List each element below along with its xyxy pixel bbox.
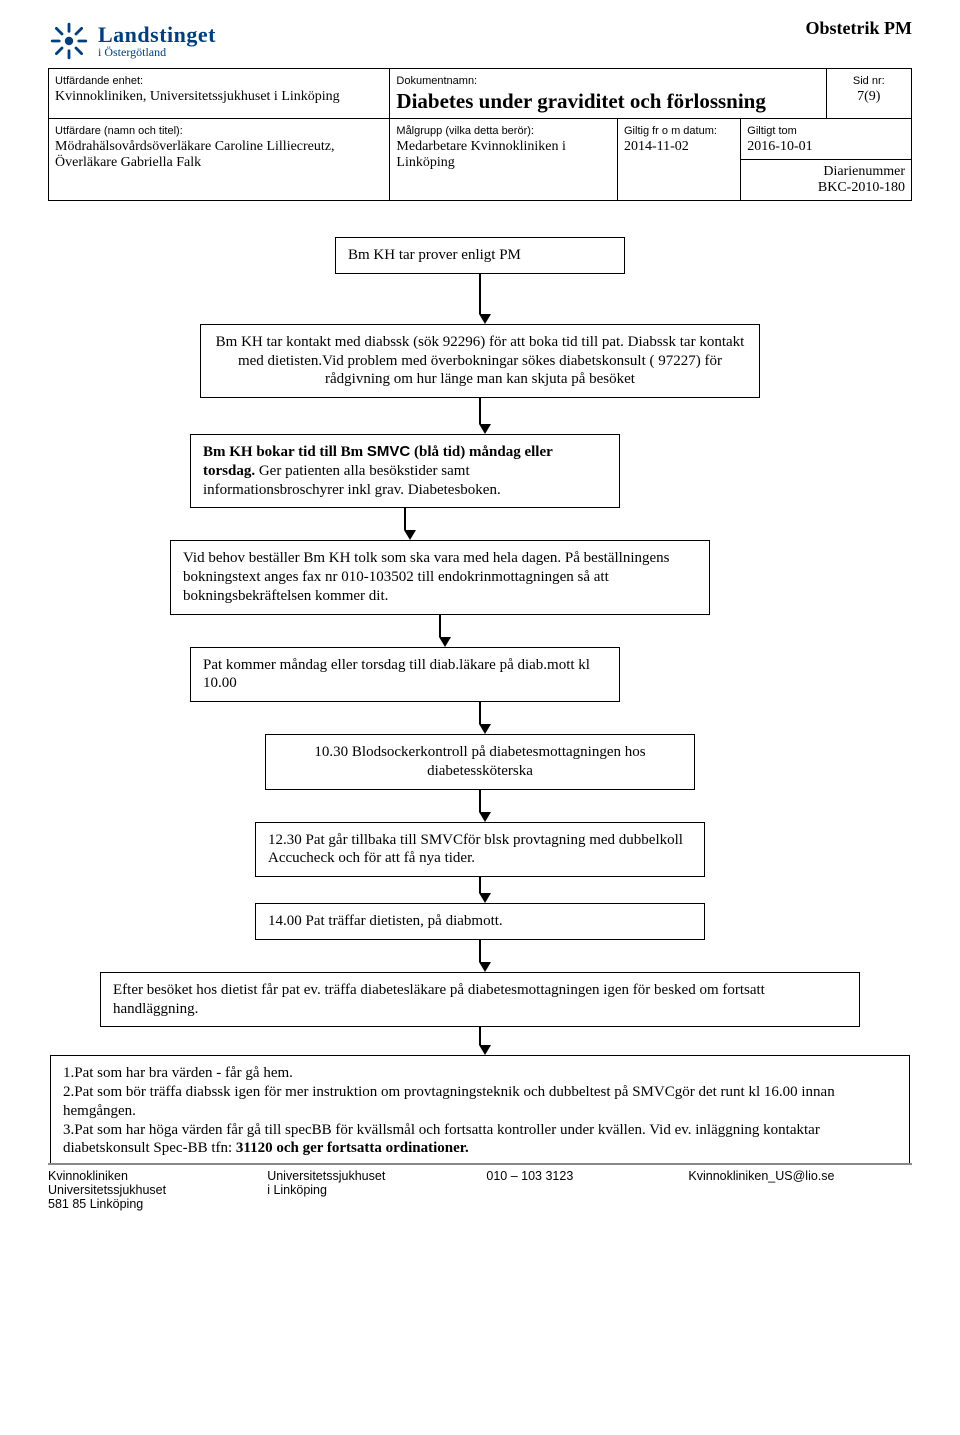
footer-org: Universitetssjukhuset i Linköping xyxy=(267,1169,456,1211)
flow-node-3b: SMVC xyxy=(367,443,410,460)
arrow-icon xyxy=(479,274,481,324)
document-metadata-table: Utfärdande enhet: Kvinnokliniken, Univer… xyxy=(48,68,912,201)
meta-validto: 2016-10-01 xyxy=(747,139,812,154)
flow-node-4: Vid behov beställer Bm KH tolk som ska v… xyxy=(170,540,710,614)
meta-unit: Kvinnokliniken, Universitetssjukhuset i … xyxy=(55,89,340,104)
org-name: Landstinget xyxy=(98,24,216,46)
meta-label-audience: Målgrupp (vilka detta berör): xyxy=(396,125,534,137)
flow-node-5: Pat kommer måndag eller torsdag till dia… xyxy=(190,647,620,703)
meta-doc-title: Diabetes under graviditet och förlossnin… xyxy=(396,89,765,113)
footer-phone: 010 – 103 3123 xyxy=(486,1169,658,1211)
meta-label-page: Sid nr: xyxy=(853,75,885,87)
arrow-icon xyxy=(479,398,481,434)
arrow-icon xyxy=(479,1027,481,1055)
meta-page: 7(9) xyxy=(857,89,880,104)
flow-node-9: Efter besöket hos dietist får pat ev. tr… xyxy=(100,972,860,1028)
flow-node-3a: Bm KH bokar tid till Bm xyxy=(203,444,367,460)
arrow-icon xyxy=(479,877,481,903)
meta-diarie: BKC-2010-180 xyxy=(818,180,905,195)
meta-label-author: Utfärdare (namn och titel): xyxy=(55,125,183,137)
page-corner-label: Obstetrik PM xyxy=(806,18,912,39)
footer-email: Kvinnokliniken_US@lio.se xyxy=(688,1169,912,1211)
flow-node-1: Bm KH tar prover enligt PM xyxy=(335,237,625,274)
arrow-icon xyxy=(479,702,481,734)
flow-node-8: 14.00 Pat träffar dietisten, på diabmott… xyxy=(255,903,705,940)
org-subname: i Östergötland xyxy=(98,46,216,58)
flow-node-10-line2: 2.Pat som bör träffa diabssk igen för me… xyxy=(63,1084,835,1119)
meta-author: Mödrahälsovårdsöverläkare Caroline Lilli… xyxy=(55,139,335,170)
flow-node-7: 12.30 Pat går tillbaka till SMVCför blsk… xyxy=(255,822,705,878)
flow-node-10-line1: 1.Pat som har bra värden - får gå hem. xyxy=(63,1065,293,1081)
meta-label-unit: Utfärdande enhet: xyxy=(55,75,143,87)
meta-label-validto: Giltigt tom xyxy=(747,125,797,137)
meta-label-docname: Dokumentnamn: xyxy=(396,75,477,87)
sunburst-logo-icon xyxy=(48,20,90,62)
arrow-icon xyxy=(404,508,406,540)
page-footer: Kvinnokliniken Universitetssjukhuset 581… xyxy=(48,1163,912,1211)
arrow-icon xyxy=(439,615,441,647)
meta-label-diarie: Diarienummer xyxy=(823,164,905,179)
flow-node-3: Bm KH bokar tid till Bm SMVC (blå tid) m… xyxy=(190,434,620,508)
footer-address: Kvinnokliniken Universitetssjukhuset 581… xyxy=(48,1169,237,1211)
meta-label-validfrom: Giltig fr o m datum: xyxy=(624,125,717,137)
org-logo: Landstinget i Östergötland xyxy=(48,20,912,62)
arrow-icon xyxy=(479,790,481,822)
flowchart: Bm KH tar prover enligt PM Bm KH tar kon… xyxy=(48,237,912,1167)
arrow-icon xyxy=(479,940,481,972)
meta-validfrom: 2014-11-02 xyxy=(624,139,689,154)
flow-node-2: Bm KH tar kontakt med diabssk (sök 92296… xyxy=(200,324,760,398)
flow-node-6: 10.30 Blodsockerkontroll på diabetesmott… xyxy=(265,734,695,790)
meta-audience: Medarbetare Kvinnokliniken i Linköping xyxy=(396,139,566,170)
flow-node-10: 1.Pat som har bra värden - får gå hem. 2… xyxy=(50,1055,910,1167)
flow-node-10-line3b: 31120 och ger fortsatta ordinationer. xyxy=(236,1140,469,1156)
